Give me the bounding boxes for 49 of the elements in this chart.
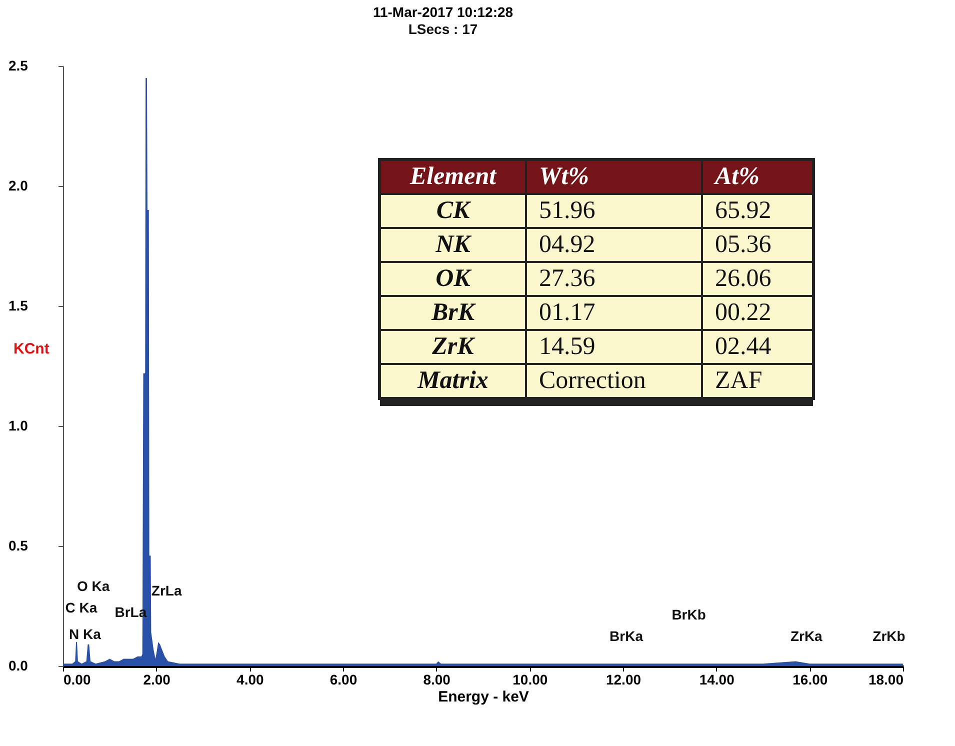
annotation: O Ka xyxy=(76,578,110,594)
x-tick-label: 4.00 xyxy=(236,672,264,688)
annotation: 05.36 xyxy=(702,228,814,262)
y-tick-label: 2.5 xyxy=(8,58,28,74)
annotation: CK xyxy=(380,194,526,228)
annotation: Wt% xyxy=(526,160,702,194)
annotation: BrK xyxy=(380,296,526,330)
annotation: C Ka xyxy=(65,599,98,616)
annotation: 02.44 xyxy=(702,330,814,364)
annotation: ZrK xyxy=(380,330,526,364)
annotation: 14.59 xyxy=(526,330,702,364)
x-tick-label: 10.00 xyxy=(512,672,548,688)
annotation: ZrLa xyxy=(151,582,182,599)
x-tick-label: 6.00 xyxy=(330,672,358,688)
x-tick-label: 2.00 xyxy=(143,672,171,688)
annotation: ZAF xyxy=(702,364,814,398)
chart-title: 11-Mar-2017 10:12:28 xyxy=(372,4,514,20)
annotation: BrKa xyxy=(610,628,644,644)
x-axis-title: Energy - keV xyxy=(438,688,529,706)
x-tick-label: 0.00 xyxy=(64,672,91,688)
x-tick-label: 8.00 xyxy=(423,672,451,688)
annotation: 27.36 xyxy=(526,262,702,296)
y-tick-label: 0.5 xyxy=(8,538,28,554)
annotation: At% xyxy=(702,160,814,194)
annotation: 01.17 xyxy=(526,296,702,330)
x-tick-label: 16.00 xyxy=(792,672,828,688)
annotation: BrKb xyxy=(672,606,706,623)
y-tick-label: 0.0 xyxy=(8,658,28,674)
annotation: 04.92 xyxy=(526,228,702,262)
annotation: Matrix xyxy=(380,364,526,398)
annotation: 00.22 xyxy=(702,296,814,330)
annotation: ZrKb xyxy=(872,628,906,644)
y-tick-label: 2.0 xyxy=(8,178,28,194)
annotation: NK xyxy=(380,228,526,262)
x-tick-label: 14.00 xyxy=(699,672,735,688)
y-axis-title: KCnt xyxy=(14,340,50,358)
annotation: ZrKa xyxy=(790,628,823,644)
annotation: Correction xyxy=(526,364,702,398)
y-tick-label: 1.5 xyxy=(8,298,28,314)
annotation: Element xyxy=(380,160,526,194)
x-tick-label: 12.00 xyxy=(606,672,642,688)
annotation: 65.92 xyxy=(702,194,814,228)
chart-subtitle: LSecs : 17 xyxy=(408,21,478,37)
y-tick-label: 1.0 xyxy=(8,418,28,434)
annotation: N Ka xyxy=(68,626,102,642)
annotation: OK xyxy=(380,262,526,296)
x-tick-label: 18.00 xyxy=(868,672,904,688)
annotation: 26.06 xyxy=(702,262,814,296)
annotation: 51.96 xyxy=(526,194,702,228)
